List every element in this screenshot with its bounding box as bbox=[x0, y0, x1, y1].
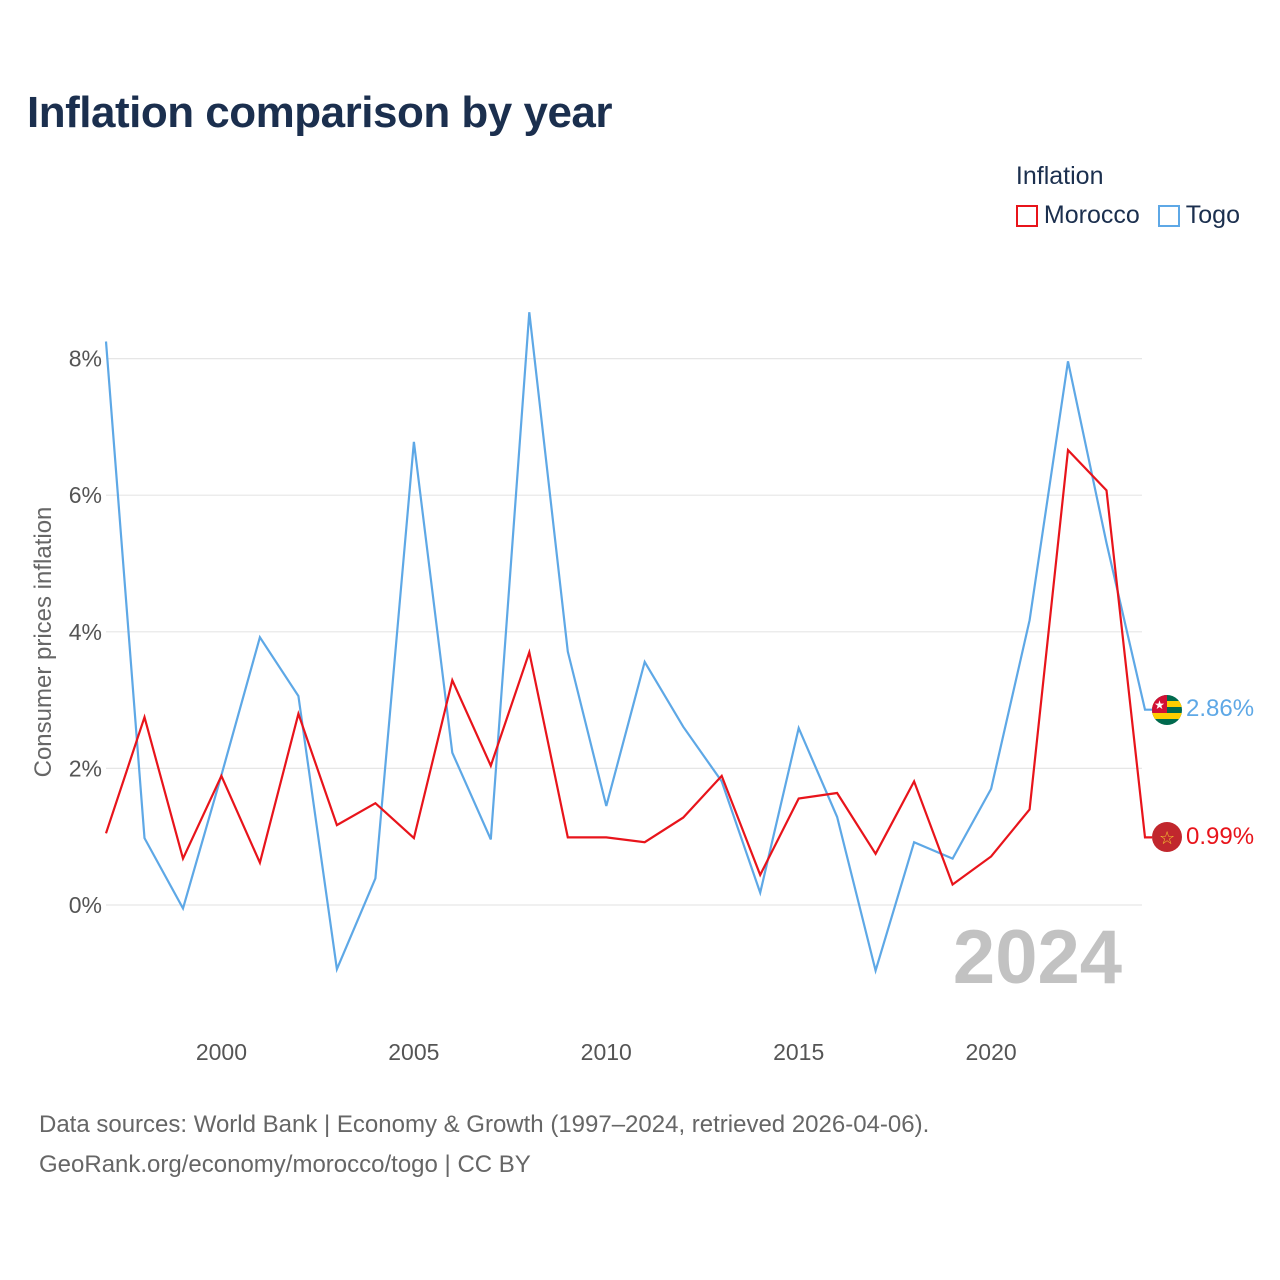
series-lines bbox=[104, 312, 1152, 975]
gridlines bbox=[106, 358, 1142, 906]
y-axis-ticks: 0% 2% 4% 6% 8% bbox=[69, 346, 102, 918]
togo-flag-icon: ★ bbox=[1152, 695, 1182, 725]
series-line-morocco[interactable] bbox=[104, 447, 1152, 887]
legend-title: Inflation bbox=[1015, 162, 1104, 190]
legend: Inflation Morocco Togo bbox=[1015, 162, 1240, 230]
series-line-togo[interactable] bbox=[104, 312, 1152, 975]
y-tick-label: 6% bbox=[69, 482, 102, 508]
y-axis-label: Consumer prices inflation bbox=[30, 507, 57, 778]
svg-text:☆: ☆ bbox=[1159, 828, 1175, 848]
x-tick-label: 2010 bbox=[581, 1039, 632, 1065]
y-tick-label: 2% bbox=[69, 755, 102, 781]
legend-label-morocco: Morocco bbox=[1043, 201, 1140, 229]
x-tick-label: 2005 bbox=[388, 1039, 439, 1065]
chart-title: Inflation comparison by year bbox=[27, 88, 613, 137]
x-tick-label: 2015 bbox=[773, 1039, 824, 1065]
footer: Data sources: World Bank | Economy & Gro… bbox=[39, 1105, 929, 1185]
legend-swatch-togo bbox=[1157, 204, 1180, 227]
data-sources: Data sources: World Bank | Economy & Gro… bbox=[39, 1111, 930, 1138]
x-axis-ticks: 2000 2005 2010 2015 2020 bbox=[196, 1039, 1017, 1065]
end-label-togo: 2.86% bbox=[1186, 695, 1254, 722]
legend-item-morocco[interactable]: Morocco bbox=[1015, 201, 1140, 230]
x-tick-label: 2000 bbox=[196, 1039, 247, 1065]
legend-item-togo[interactable]: Togo bbox=[1157, 201, 1240, 230]
y-tick-label: 8% bbox=[69, 346, 102, 372]
legend-swatch-morocco bbox=[1015, 204, 1038, 227]
svg-text:★: ★ bbox=[1154, 698, 1165, 712]
legend-label-togo: Togo bbox=[1185, 201, 1240, 229]
x-tick-label: 2020 bbox=[965, 1039, 1016, 1065]
y-tick-label: 0% bbox=[69, 892, 102, 918]
end-label-morocco: 0.99% bbox=[1186, 823, 1254, 850]
morocco-flag-icon: ☆ bbox=[1152, 822, 1182, 852]
year-watermark: 2024 bbox=[953, 915, 1122, 1000]
source-link[interactable]: GeoRank.org/economy/morocco/togo | CC BY bbox=[39, 1151, 531, 1178]
y-tick-label: 4% bbox=[69, 619, 102, 645]
